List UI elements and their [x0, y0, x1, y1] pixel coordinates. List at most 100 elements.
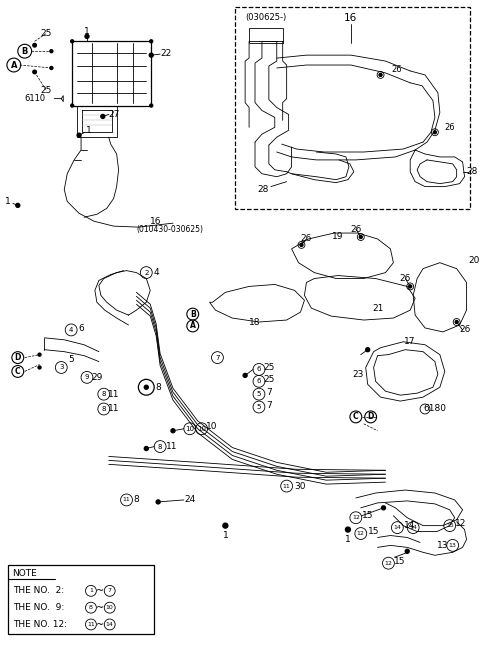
Text: THE NO.  2:: THE NO. 2:	[13, 587, 64, 596]
Text: NOTE: NOTE	[12, 568, 36, 578]
Text: ~: ~	[96, 586, 104, 596]
Circle shape	[38, 353, 41, 356]
Text: 17: 17	[405, 337, 416, 346]
Text: 7: 7	[215, 355, 220, 360]
Text: C: C	[353, 412, 359, 421]
Text: ~: ~	[96, 603, 104, 612]
Text: 1: 1	[84, 27, 90, 36]
Text: 13: 13	[449, 543, 456, 548]
Circle shape	[144, 385, 148, 390]
Circle shape	[33, 43, 36, 47]
Circle shape	[50, 50, 53, 53]
Circle shape	[101, 114, 105, 118]
Text: 11: 11	[108, 404, 120, 413]
Circle shape	[382, 506, 385, 510]
Bar	[235, 6, 469, 209]
Text: 28: 28	[467, 167, 478, 176]
Text: C: C	[15, 367, 21, 376]
Text: 6110: 6110	[24, 94, 45, 103]
Circle shape	[408, 285, 412, 288]
Text: 6180: 6180	[423, 404, 446, 413]
Text: 12: 12	[455, 519, 466, 528]
Text: THE NO. 12:: THE NO. 12:	[13, 620, 67, 629]
Circle shape	[346, 527, 350, 532]
Text: 25: 25	[263, 375, 275, 384]
Circle shape	[433, 130, 436, 134]
Circle shape	[149, 53, 153, 57]
Circle shape	[223, 523, 228, 528]
Circle shape	[150, 104, 153, 107]
Text: 15: 15	[394, 557, 405, 566]
Text: 6: 6	[78, 324, 84, 333]
Text: 15: 15	[446, 523, 454, 528]
Circle shape	[300, 244, 303, 246]
Circle shape	[33, 70, 36, 74]
Text: 8: 8	[155, 382, 161, 391]
Text: 6: 6	[257, 379, 261, 384]
Text: 4: 4	[69, 327, 73, 333]
Circle shape	[156, 500, 160, 504]
Circle shape	[16, 203, 20, 207]
Text: 26: 26	[301, 234, 312, 244]
Circle shape	[360, 236, 362, 238]
Text: 11: 11	[283, 484, 290, 488]
Text: 8: 8	[102, 406, 106, 412]
Circle shape	[171, 429, 175, 433]
Text: 11: 11	[87, 622, 95, 627]
Text: 23: 23	[352, 370, 363, 379]
Text: 14: 14	[394, 525, 401, 530]
Circle shape	[71, 104, 73, 107]
Circle shape	[405, 549, 409, 554]
Circle shape	[85, 34, 89, 38]
Text: 1: 1	[89, 589, 93, 594]
Text: 1: 1	[345, 535, 351, 544]
Text: 10: 10	[197, 426, 206, 432]
Text: (010430-030625): (010430-030625)	[136, 225, 204, 234]
Text: 8: 8	[158, 444, 162, 450]
Circle shape	[150, 40, 153, 43]
Text: 4: 4	[153, 268, 159, 277]
Circle shape	[243, 373, 247, 377]
Text: 15: 15	[362, 511, 373, 520]
Text: ~: ~	[96, 620, 104, 629]
Text: 26: 26	[391, 65, 402, 74]
Text: 5: 5	[257, 391, 261, 397]
Text: (030625-): (030625-)	[245, 13, 287, 22]
Text: D: D	[14, 353, 21, 362]
Text: 24: 24	[184, 495, 195, 505]
Text: 8: 8	[89, 605, 93, 610]
Bar	[249, 28, 283, 43]
Circle shape	[71, 40, 73, 43]
Text: 30: 30	[295, 481, 306, 490]
Circle shape	[50, 67, 53, 70]
Text: 6: 6	[257, 366, 261, 373]
Text: 11: 11	[108, 390, 120, 399]
Text: 12: 12	[384, 561, 392, 566]
Circle shape	[77, 133, 81, 137]
Circle shape	[379, 74, 382, 76]
Text: 26: 26	[350, 225, 361, 234]
Bar	[72, 41, 151, 105]
Text: 26: 26	[445, 123, 456, 132]
Text: 28: 28	[257, 185, 269, 194]
Text: 9: 9	[85, 375, 89, 380]
Text: A: A	[190, 322, 196, 331]
Text: 14: 14	[404, 521, 415, 530]
Text: B: B	[22, 47, 28, 56]
Text: D: D	[368, 412, 374, 421]
Text: 10: 10	[206, 422, 217, 432]
Text: 16: 16	[344, 12, 358, 23]
Text: 25: 25	[41, 86, 52, 95]
Text: A: A	[11, 61, 17, 70]
Text: 12: 12	[352, 516, 360, 520]
Text: 16: 16	[150, 216, 162, 225]
Text: 14: 14	[106, 622, 114, 627]
Circle shape	[455, 320, 458, 324]
Text: 7: 7	[108, 589, 112, 594]
Text: 1: 1	[86, 126, 92, 135]
Text: 10: 10	[185, 426, 194, 432]
Text: 25: 25	[41, 29, 52, 38]
Text: 27: 27	[108, 110, 120, 119]
Text: 21: 21	[372, 304, 383, 313]
Text: 12: 12	[357, 531, 365, 536]
